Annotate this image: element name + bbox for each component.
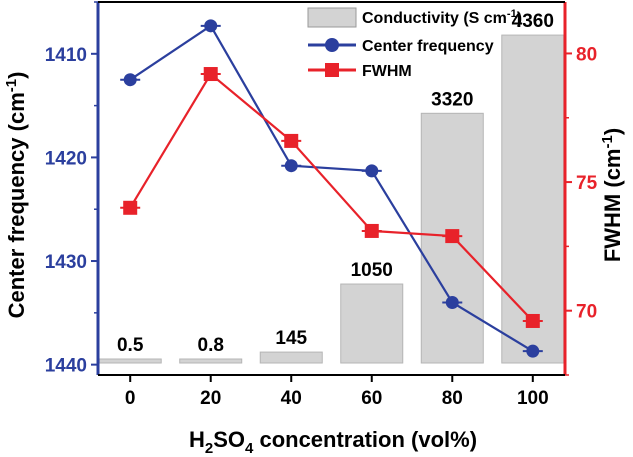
conductivity-bar: [259, 351, 323, 364]
center-frequency-point: [284, 159, 298, 173]
axes: [96, 1, 567, 376]
fwhm-point: [203, 67, 218, 82]
y-left-tick-label: 1420: [45, 148, 87, 169]
y-right-tick-label: 75: [576, 173, 598, 194]
data-series: [120, 19, 543, 358]
legend-label-fwhm: FWHM: [362, 63, 412, 80]
x-tick-label: 100: [517, 388, 549, 409]
conductivity-bar: [340, 283, 404, 364]
x-tick-label: 40: [281, 388, 302, 409]
y-left-tick-label: 1410: [45, 45, 87, 66]
fwhm-point: [525, 313, 540, 328]
bar-value-label: 0.8: [198, 335, 224, 356]
y-axis-right-label: FWHM (cm-1): [599, 128, 625, 262]
y-left-tick-label: 1440: [45, 356, 87, 377]
legend-bar-swatch: [307, 7, 357, 28]
center-frequency-point: [445, 295, 459, 309]
center-frequency-point: [204, 19, 218, 33]
legend: Conductivity (S cm-1) Center frequency F…: [307, 7, 522, 80]
x-axis-label: H2SO4 concentration (vol%): [189, 427, 477, 457]
y-axis-left-label: Center frequency (cm-1): [3, 72, 29, 319]
fwhm-point: [284, 133, 299, 148]
x-tick-label: 60: [361, 388, 382, 409]
bar-value-label: 4360: [512, 11, 554, 32]
legend-fwhm-marker: [325, 63, 339, 77]
center-frequency-point: [123, 73, 137, 87]
axis-ticks: 0 20 40 60 80 100 1410 1420 1430 1440 70 75 80: [45, 1, 598, 409]
bar-value-label: 3320: [431, 89, 473, 110]
x-tick-label: 20: [200, 388, 221, 409]
center-frequency-point: [526, 344, 540, 358]
conductivity-bar: [98, 358, 162, 364]
x-tick-label: 0: [125, 388, 136, 409]
center-frequency-point: [365, 164, 379, 178]
fwhm-point: [123, 200, 138, 215]
bar-value-label: 0.5: [117, 335, 144, 356]
bar-value-label: 145: [275, 328, 307, 349]
legend-label-center-frequency: Center frequency: [362, 38, 494, 55]
fwhm-line: [129, 72, 534, 322]
y-right-tick-label: 80: [576, 44, 597, 65]
bar-value-label: 1050: [351, 260, 393, 281]
y-right-tick-label: 70: [576, 302, 597, 323]
legend-label-conductivity: Conductivity (S cm-1): [362, 8, 522, 27]
legend-center-frequency-marker: [325, 38, 339, 52]
conductivity-bar: [179, 358, 243, 364]
center-frequency-line: [129, 24, 534, 353]
fwhm-point: [445, 229, 460, 244]
y-left-tick-label: 1430: [45, 252, 87, 273]
conductivity-bars: [98, 34, 565, 364]
fwhm-point: [364, 223, 379, 238]
bar-value-labels: 0.5 0.8 145 1050 3320 4360: [117, 11, 554, 356]
x-tick-label: 80: [442, 388, 463, 409]
conductivity-bar: [501, 34, 565, 364]
